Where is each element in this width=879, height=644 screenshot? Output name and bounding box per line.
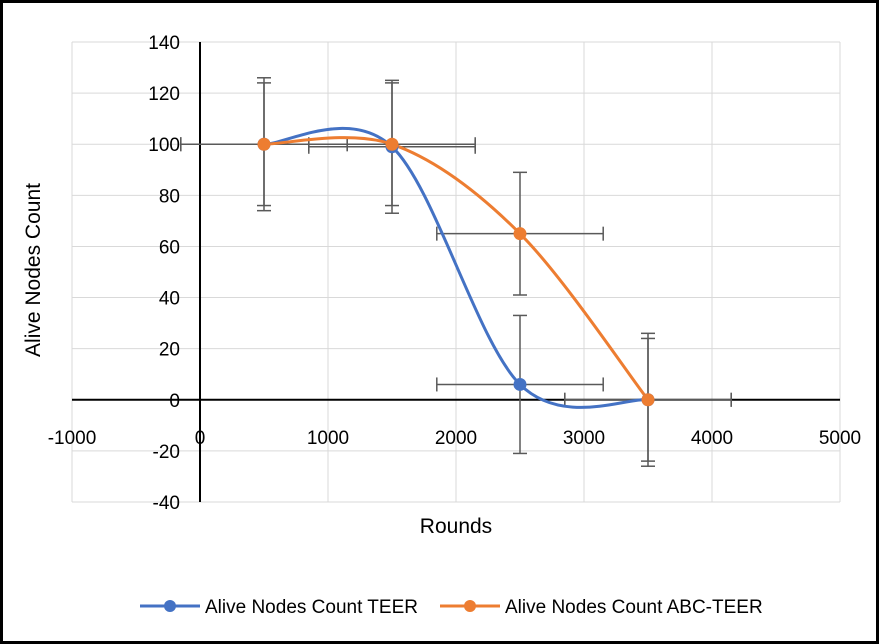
series-line-1 <box>263 136 650 401</box>
y-tick-label: 0 <box>169 391 180 412</box>
legend-item-abc-teer: Alive Nodes Count ABC-TEER <box>440 597 763 618</box>
y-tick-label: 60 <box>159 237 180 258</box>
y-tick-label: 100 <box>148 135 180 156</box>
y-tick-label: -20 <box>153 442 180 463</box>
legend-marker-abc-teer <box>464 600 476 612</box>
data-point-series-1 <box>257 137 271 151</box>
y-tick-label: 140 <box>148 33 180 54</box>
data-point-series-1 <box>641 393 655 407</box>
x-tick-label: 5000 <box>819 428 861 449</box>
x-tick-label: 2000 <box>435 428 477 449</box>
legend-marker-teer <box>164 600 176 612</box>
x-tick-label: 4000 <box>691 428 733 449</box>
x-tick-label: 0 <box>195 428 206 449</box>
series-line-0 <box>263 127 649 409</box>
y-tick-label: -40 <box>153 493 180 514</box>
legend-label-abc-teer: Alive Nodes Count ABC-TEER <box>505 597 763 618</box>
x-tick-label: -1000 <box>48 428 97 449</box>
y-tick-label: 40 <box>159 289 180 310</box>
x-tick-label: 1000 <box>307 428 349 449</box>
data-point-series-1 <box>513 227 527 241</box>
series-points <box>257 137 655 407</box>
tick-labels: -40 -20 0 20 40 60 80 100 120 140 -1000 0 1000 2000 30… <box>48 33 861 514</box>
data-point-series-1 <box>385 137 399 151</box>
y-tick-label: 120 <box>148 84 180 105</box>
y-tick-label: 80 <box>159 186 180 207</box>
x-tick-label: 3000 <box>563 428 605 449</box>
y-axis-title: Alive Nodes Count <box>22 183 45 357</box>
legend-item-teer: Alive Nodes Count TEER <box>140 597 418 618</box>
legend-label-teer: Alive Nodes Count TEER <box>205 597 418 618</box>
y-tick-label: 20 <box>159 340 180 361</box>
legend: Alive Nodes Count TEER Alive Nodes Count… <box>140 597 763 618</box>
series-lines <box>263 127 650 409</box>
x-axis-title: Rounds <box>420 515 492 538</box>
data-point-series-0 <box>513 377 527 391</box>
